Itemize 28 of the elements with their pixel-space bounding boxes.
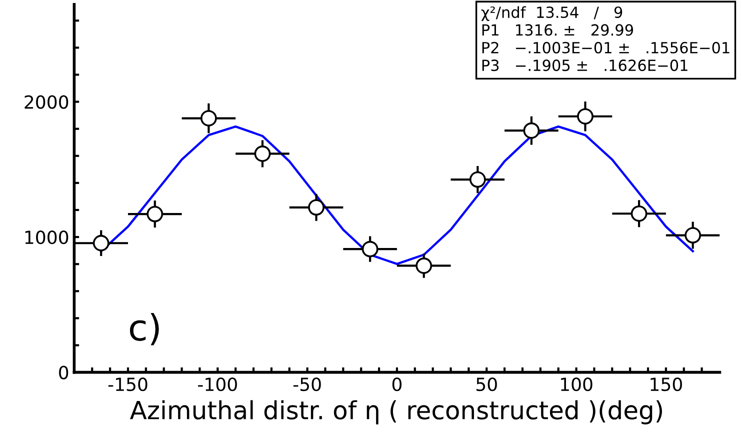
point: [362, 240, 378, 258]
point: [416, 258, 432, 274]
point: [577, 108, 594, 125]
point: [92, 234, 110, 252]
y-tick-label: 1000: [25, 230, 68, 244]
x-tick-label: -100: [198, 377, 237, 392]
y-tick-label: 0: [59, 366, 68, 380]
x-tick-label: -50: [293, 377, 321, 392]
annotation: P3 −.1905 ± .1626E−01: [482, 60, 688, 72]
y-tick-label: 2000: [24, 95, 68, 109]
x-tick-label: 50: [476, 377, 497, 392]
point: [308, 199, 324, 216]
x-tick-label: 100: [561, 377, 592, 392]
x-tick-label: 0: [392, 377, 402, 392]
x-axis-title: Azimuthal distr. of η ( reconstructed )(deg): [130, 400, 662, 424]
x-tick-label: -150: [108, 377, 148, 392]
annotation: P1 1316. ± 29.99: [482, 24, 634, 36]
point: [684, 227, 702, 244]
point: [146, 206, 164, 222]
point: [523, 122, 540, 139]
annotation: χ²/ndf 13.54 / 9: [481, 6, 622, 22]
x-tick-label: 150: [650, 377, 682, 392]
point: [630, 205, 648, 222]
point: [200, 110, 217, 126]
annotation: c): [130, 313, 159, 346]
point: [469, 171, 486, 188]
annotation: P2 −.1003E−01 ± .1556E−01: [482, 42, 730, 54]
point: [254, 146, 271, 162]
